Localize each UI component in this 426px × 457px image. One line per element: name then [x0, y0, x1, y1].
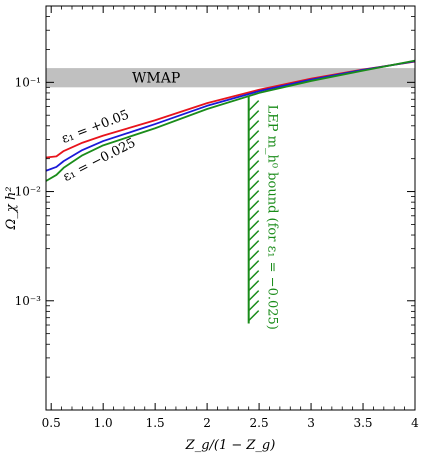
- series-line-2: [45, 60, 416, 172]
- plot-frame: [45, 5, 416, 411]
- series-group: [45, 59, 416, 182]
- x-axis-title: Z_g/(1 − Z_g): [185, 438, 276, 453]
- lep-bound-label: LEP m_h⁰ bound (for ε₁ = −0.025): [265, 105, 280, 330]
- x-tick-label: 0.5: [42, 416, 61, 430]
- x-tick-label: 3: [307, 416, 315, 430]
- series-line-3: [45, 59, 416, 182]
- labels-group: 0.5 1.0 1.5 2 2.5 3 3.5 4 10⁻³ 10⁻² 10⁻¹ Z_g/(1 − Z…: [4, 75, 419, 453]
- x-tick-label: 2.5: [250, 416, 269, 430]
- wmap-band-group: WMAP: [46, 68, 415, 88]
- y-axis-title: Ω_χ h²: [4, 187, 19, 231]
- lep-bound-group: LEP m_h⁰ bound (for ε₁ = −0.025): [247, 96, 280, 330]
- y-tick-label: 10⁻¹: [15, 75, 41, 89]
- y-tick-label: 10⁻²: [15, 185, 42, 199]
- x-tick-label: 4: [411, 416, 419, 430]
- x-tick-label: 1.0: [94, 416, 113, 430]
- ticks-group: [46, 6, 416, 410]
- wmap-band: [46, 68, 415, 88]
- x-tick-label: 2: [203, 416, 211, 430]
- x-tick-label: 3.5: [353, 416, 372, 430]
- x-tick-label: 1.5: [146, 416, 165, 430]
- y-tick-label: 10⁻³: [15, 294, 42, 308]
- lep-bound-hatch: [248, 100, 260, 322]
- wmap-band-label: WMAP: [132, 71, 180, 87]
